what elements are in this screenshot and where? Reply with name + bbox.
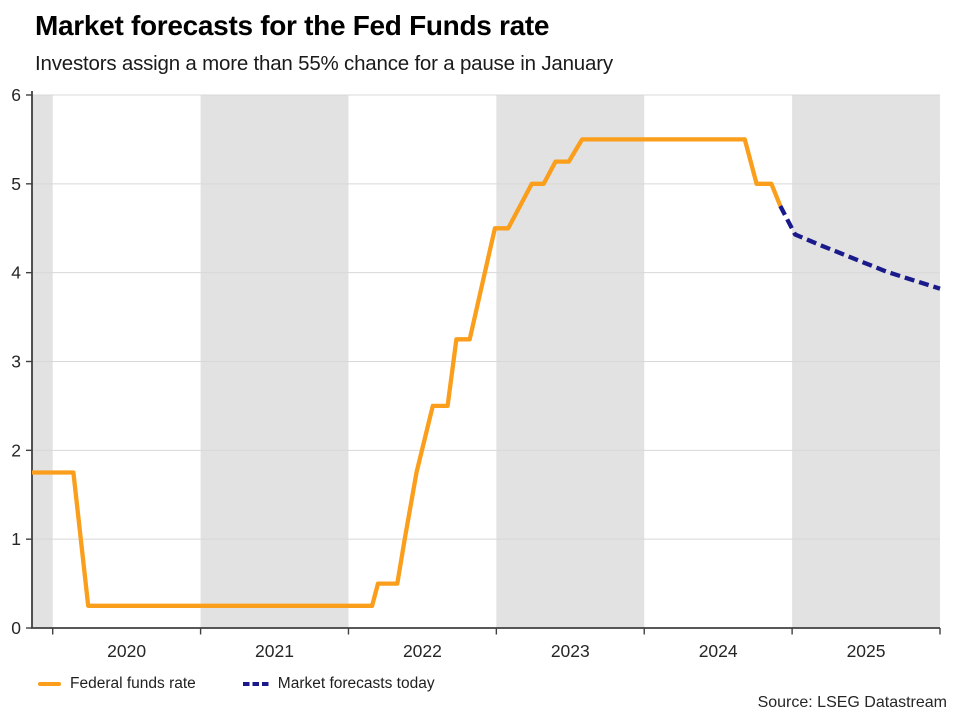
x-tick-label: 2024 — [699, 641, 738, 661]
y-tick-label: 4 — [11, 263, 21, 283]
federal-funds-rate-series — [32, 137, 783, 608]
y-tick-label: 2 — [11, 440, 21, 460]
legend: Federal funds rate Market forecasts toda… — [38, 671, 435, 697]
legend-item-market-forecasts: Market forecasts today — [242, 675, 435, 693]
y-tick-label: 6 — [11, 85, 21, 105]
x-tick-label: 2021 — [255, 641, 294, 661]
chart-title: Market forecasts for the Fed Funds rate — [35, 10, 550, 41]
source-note: Source: LSEG Datastream — [757, 694, 947, 711]
legend-label: Federal funds rate — [70, 675, 196, 692]
x-tick-label: 2023 — [551, 641, 590, 661]
x-tick-label: 2025 — [847, 641, 886, 661]
y-tick-label: 5 — [11, 174, 21, 194]
y-tick-label: 1 — [11, 529, 21, 549]
forecast-line-series — [778, 205, 941, 291]
dashed-line-swatch-icon — [242, 682, 269, 686]
legend-label: Market forecasts today — [277, 675, 435, 692]
legend-item-federal-funds-rate: Federal funds rate — [38, 675, 196, 693]
solid-line-swatch-icon — [38, 682, 61, 686]
chart-subtitle: Investors assign a more than 55% chance … — [35, 52, 613, 75]
x-tick-label: 2020 — [107, 641, 146, 661]
x-tick-label: 2022 — [403, 641, 442, 661]
y-tick-label: 3 — [11, 352, 21, 372]
y-tick-label: 0 — [11, 618, 21, 638]
